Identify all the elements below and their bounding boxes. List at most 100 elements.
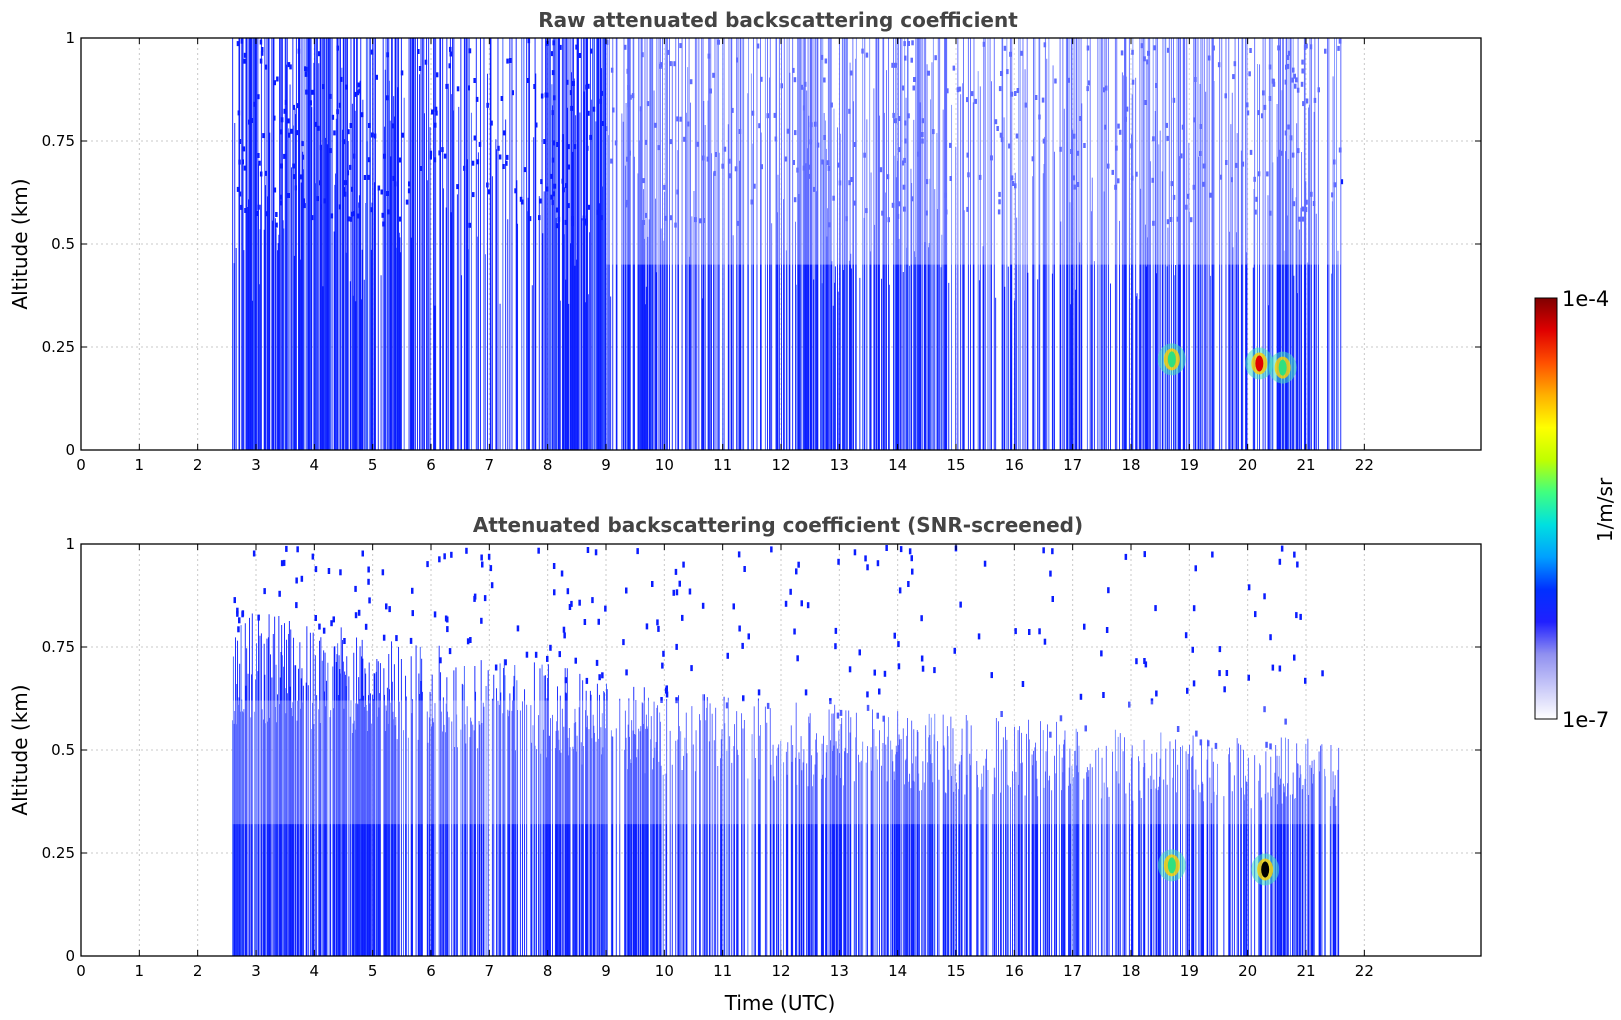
signal-speckle	[690, 665, 693, 672]
signal-speckle	[814, 121, 817, 127]
signal-speckle	[1280, 545, 1284, 552]
signal-speckle	[599, 98, 602, 104]
signal-speckle	[920, 655, 924, 662]
signal-speckle	[675, 643, 678, 650]
signal-speckle	[385, 95, 389, 101]
signal-speckle	[932, 129, 935, 135]
signal-speckle	[393, 181, 397, 187]
signal-speckle	[1249, 149, 1253, 155]
signal-speckle	[468, 222, 471, 228]
signal-speckle	[834, 627, 838, 634]
x-tick-label: 6	[426, 962, 436, 980]
signal-speckle	[555, 223, 559, 229]
signal-speckle	[330, 213, 334, 219]
signal-speckle	[585, 84, 588, 90]
signal-speckle	[1310, 191, 1313, 197]
signal-speckle	[1265, 741, 1268, 748]
signal-speckle	[1180, 153, 1183, 159]
signal-speckle	[901, 160, 905, 166]
signal-speckle	[438, 556, 441, 563]
signal-speckle	[550, 194, 553, 200]
signal-speckle	[346, 170, 350, 176]
signal-speckle	[546, 92, 549, 98]
signal-speckle	[1294, 83, 1297, 89]
signal-speckle	[368, 123, 371, 128]
signal-speckle	[1083, 623, 1086, 630]
signal-speckle	[1247, 674, 1250, 681]
signal-speckle	[574, 657, 577, 664]
signal-speckle	[1010, 91, 1014, 97]
x-tick-label: 0	[76, 456, 86, 474]
signal-speckle	[796, 167, 799, 173]
signal-speckle	[358, 88, 361, 94]
signal-speckle	[639, 106, 643, 112]
signal-speckle	[1038, 114, 1041, 120]
signal-speckle	[693, 217, 697, 223]
signal-speckle	[465, 547, 468, 554]
signal-speckle	[676, 189, 679, 195]
signal-speckle	[921, 138, 924, 144]
signal-speckle	[946, 88, 949, 94]
signal-speckle	[456, 86, 460, 92]
signal-speckle	[445, 83, 448, 89]
signal-speckle	[917, 151, 920, 157]
signal-speckle	[601, 121, 604, 126]
signal-speckle	[873, 669, 876, 676]
signal-speckle	[480, 617, 483, 624]
signal-speckle	[284, 99, 288, 105]
signal-speckle	[1291, 152, 1295, 158]
signal-speckle	[563, 632, 566, 639]
signal-speckle	[657, 145, 661, 151]
signal-speckle	[1301, 216, 1305, 222]
signal-speckle	[1120, 50, 1124, 56]
signal-speckle	[1070, 149, 1073, 154]
signal-speckle	[456, 184, 459, 190]
signal-speckle	[295, 577, 298, 584]
signal-speckle	[567, 144, 570, 150]
signal-speckle	[1006, 69, 1009, 75]
signal-speckle	[506, 58, 509, 64]
signal-speckle	[354, 612, 358, 619]
signal-speckle	[385, 603, 388, 610]
signal-speckle	[583, 619, 587, 625]
signal-speckle	[933, 667, 936, 674]
signal-speckle	[497, 145, 500, 151]
signal-speckle	[375, 74, 378, 80]
signal-speckle	[1031, 156, 1035, 162]
signal-speckle	[1086, 45, 1090, 51]
signal-speckle	[789, 588, 792, 595]
signal-speckle	[808, 173, 812, 179]
signal-speckle	[573, 144, 577, 150]
signal-speckle	[861, 48, 864, 54]
signal-speckle	[1186, 193, 1190, 199]
signal-speckle	[236, 41, 240, 47]
signal-speckle	[407, 188, 411, 194]
signal-speckle	[314, 566, 318, 573]
signal-speckle	[304, 71, 308, 77]
signal-speckle	[610, 67, 614, 73]
x-tick-label: 22	[1355, 962, 1374, 980]
signal-speckle	[966, 206, 969, 212]
x-tick-label: 4	[310, 456, 320, 474]
signal-speckle	[318, 51, 321, 57]
signal-speckle	[1073, 184, 1076, 190]
signal-speckle	[1143, 56, 1146, 62]
signal-speckle	[587, 110, 590, 116]
signal-speckle	[903, 157, 906, 163]
signal-speckle	[766, 113, 769, 119]
signal-speckle	[1293, 551, 1296, 558]
signal-speckle	[476, 159, 480, 165]
signal-speckle	[910, 57, 913, 63]
signal-speckle	[282, 559, 286, 566]
signal-speckle	[750, 199, 753, 205]
signal-speckle	[675, 589, 679, 596]
signal-speckle	[883, 670, 887, 677]
signal-speckle	[1338, 147, 1342, 153]
signal-speckle	[1304, 207, 1308, 213]
signal-speckle	[367, 578, 370, 585]
x-tick-label: 15	[946, 962, 965, 980]
y-tick-label: 0	[65, 947, 75, 965]
signal-speckle	[550, 51, 554, 57]
signal-speckle	[260, 50, 264, 56]
